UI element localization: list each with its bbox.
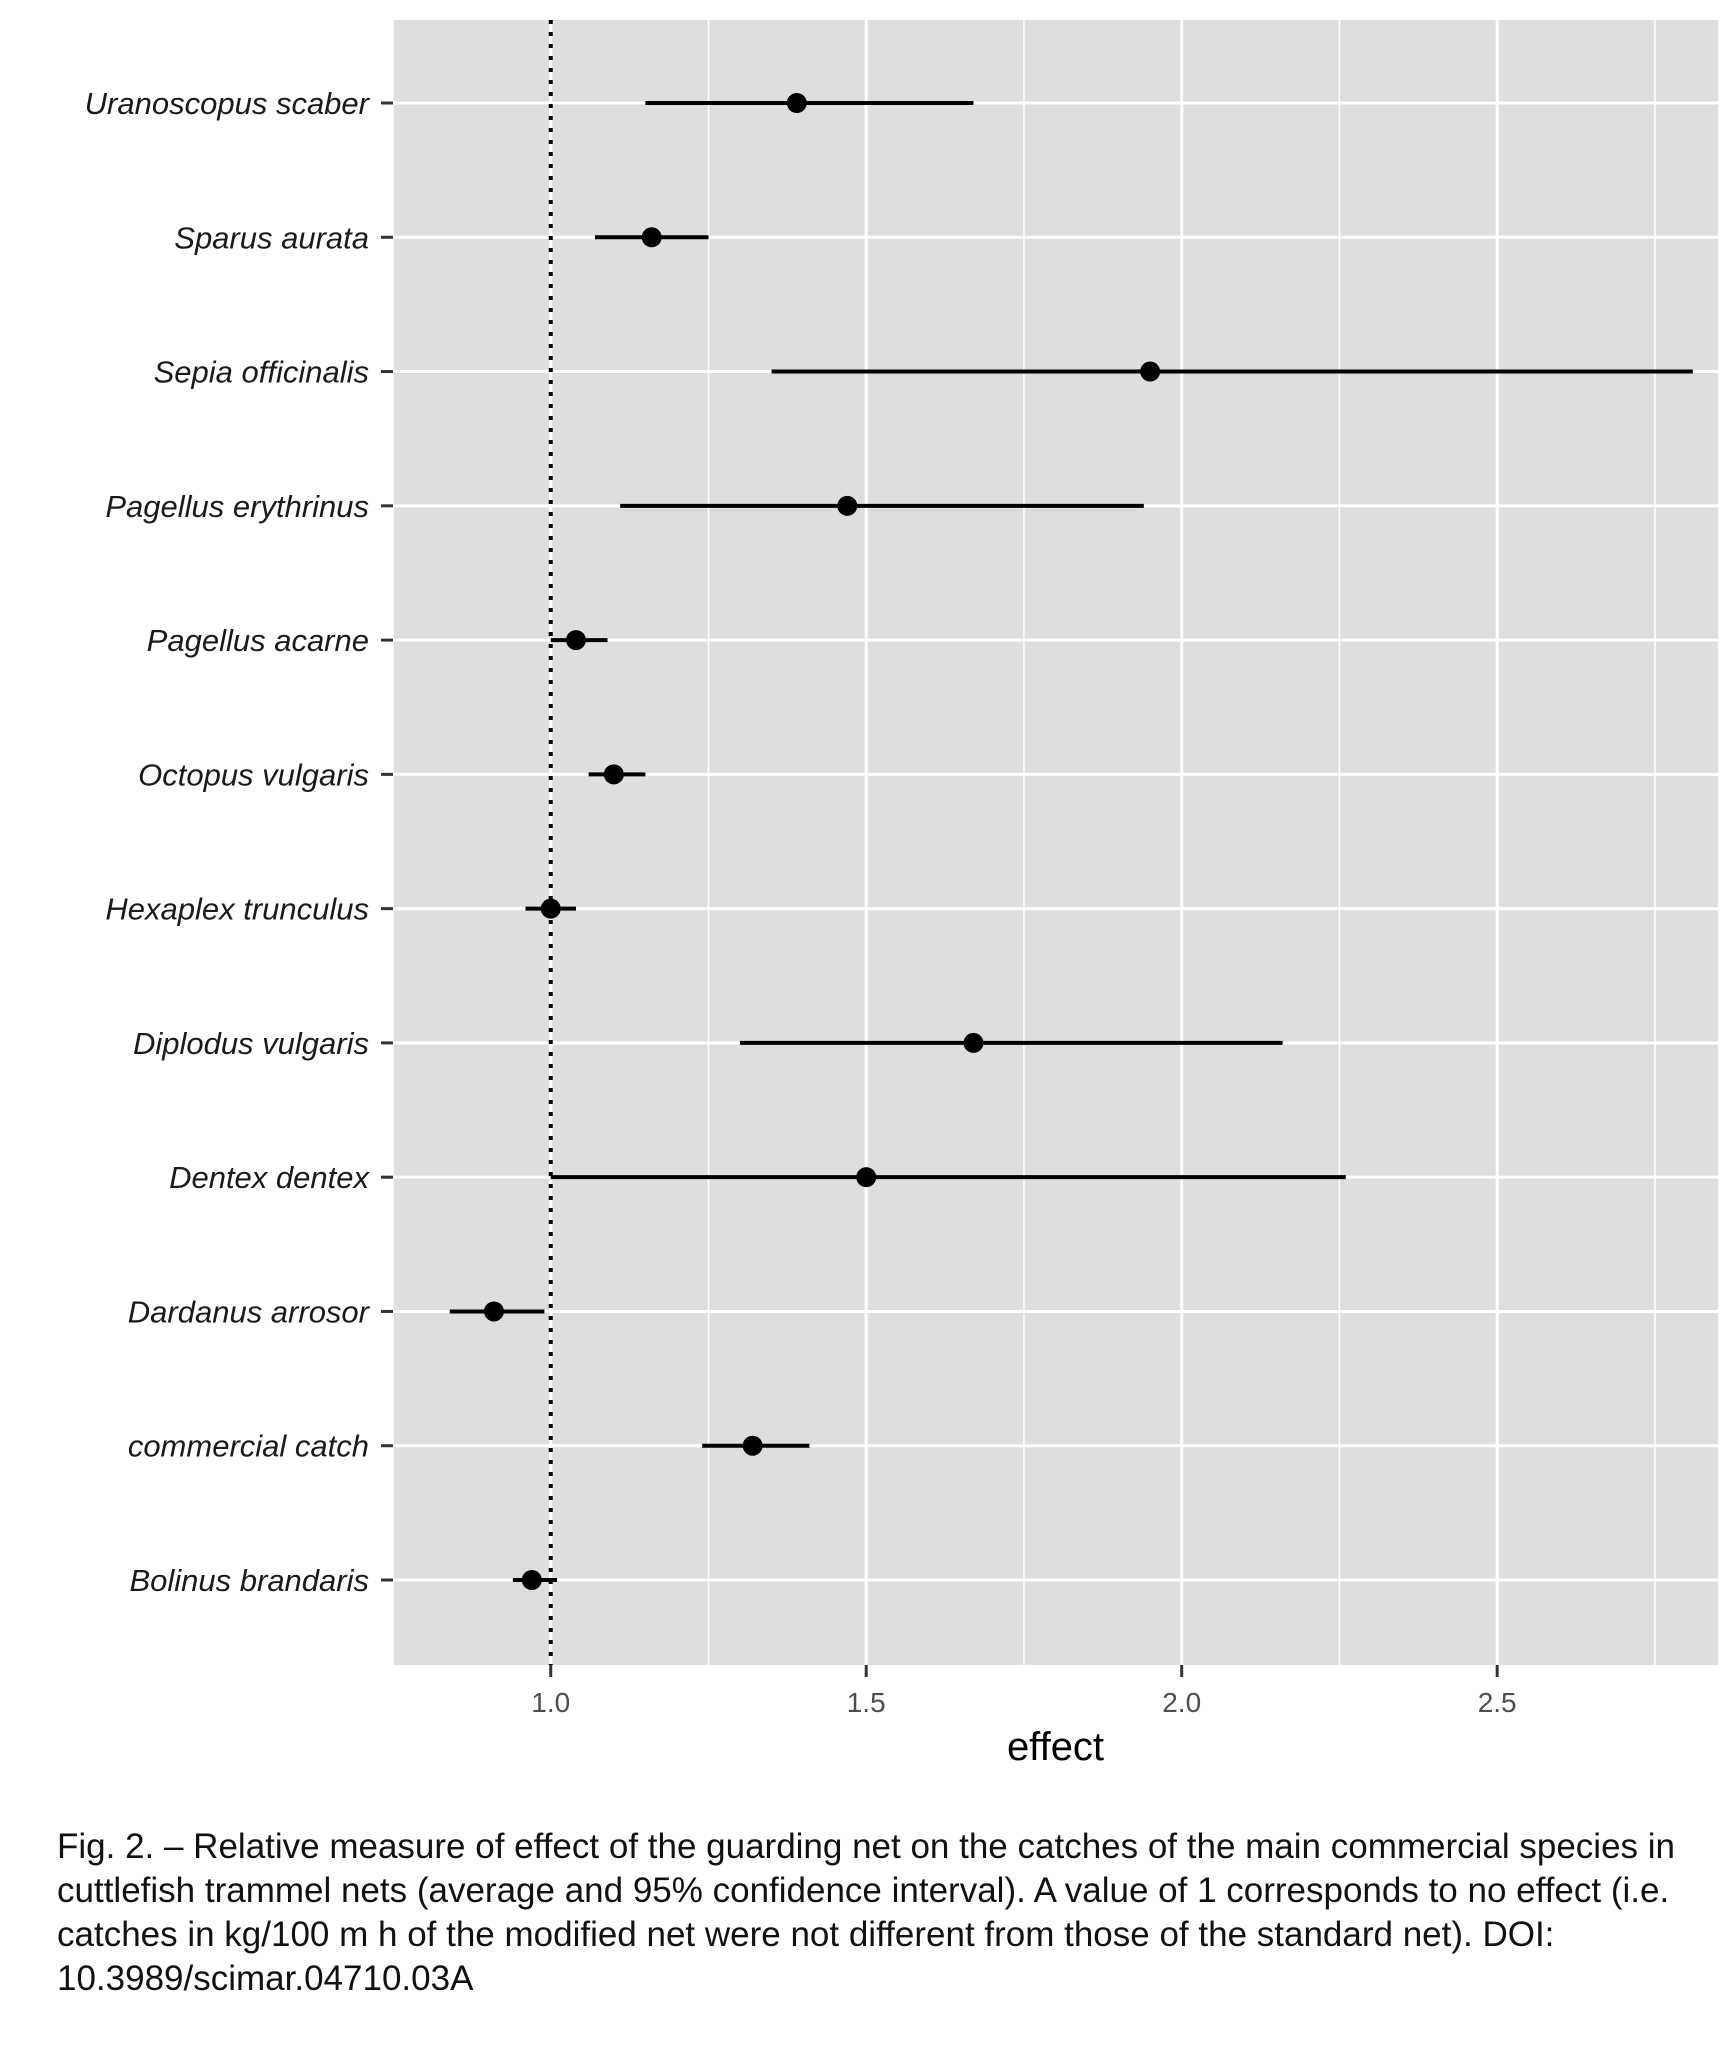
y-tick-label-10: commercial catch: [128, 1429, 369, 1464]
y-tick-label-4: Pagellus acarne: [147, 623, 369, 658]
point-9: [483, 1301, 504, 1322]
y-tick-label-8: Dentex dentex: [169, 1160, 370, 1195]
point-2: [1140, 361, 1161, 382]
point-4: [565, 630, 586, 651]
point-11: [521, 1570, 542, 1590]
y-axis: Uranoscopus scaber Sparus aurata Sepia off…: [85, 86, 393, 1598]
point-5: [603, 764, 624, 785]
point-10: [742, 1435, 763, 1456]
y-tick-label-1: Sparus aurata: [174, 220, 369, 255]
x-tick-label-0: 1.0: [531, 1687, 570, 1718]
y-tick-label-6: Hexaplex trunculus: [105, 892, 369, 927]
y-tick-label-7: Diplodus vulgaris: [133, 1026, 369, 1061]
plot-panel: [393, 20, 1718, 1665]
point-8: [856, 1167, 877, 1188]
point-0: [786, 93, 807, 113]
point-7: [963, 1032, 984, 1053]
point-1: [641, 227, 662, 248]
x-tick-label-2: 2.0: [1162, 1687, 1201, 1718]
figure-caption: Fig. 2. – Relative measure of effect of …: [57, 1827, 1675, 1998]
y-tick-label-0: Uranoscopus scaber: [85, 86, 371, 121]
errorbar-chart: Uranoscopus scaber Sparus aurata Sepia off…: [85, 20, 1718, 1769]
x-tick-label-1: 1.5: [847, 1687, 886, 1718]
y-tick-label-3: Pagellus erythrinus: [105, 489, 369, 524]
points: [483, 93, 1161, 1590]
x-axis-title: effect: [1007, 1725, 1104, 1769]
y-tick-label-5: Octopus vulgaris: [138, 757, 369, 792]
x-tick-label-3: 2.5: [1478, 1687, 1517, 1718]
y-tick-label-11: Bolinus brandaris: [129, 1563, 369, 1598]
point-6: [540, 898, 561, 919]
x-axis: 1.0 1.5 2.0 2.5: [531, 1665, 1517, 1718]
y-tick-label-9: Dardanus arrosor: [128, 1294, 371, 1329]
point-3: [837, 495, 858, 516]
grid-minor: [392, 20, 1656, 1665]
y-tick-label-2: Sepia officinalis: [154, 355, 369, 390]
